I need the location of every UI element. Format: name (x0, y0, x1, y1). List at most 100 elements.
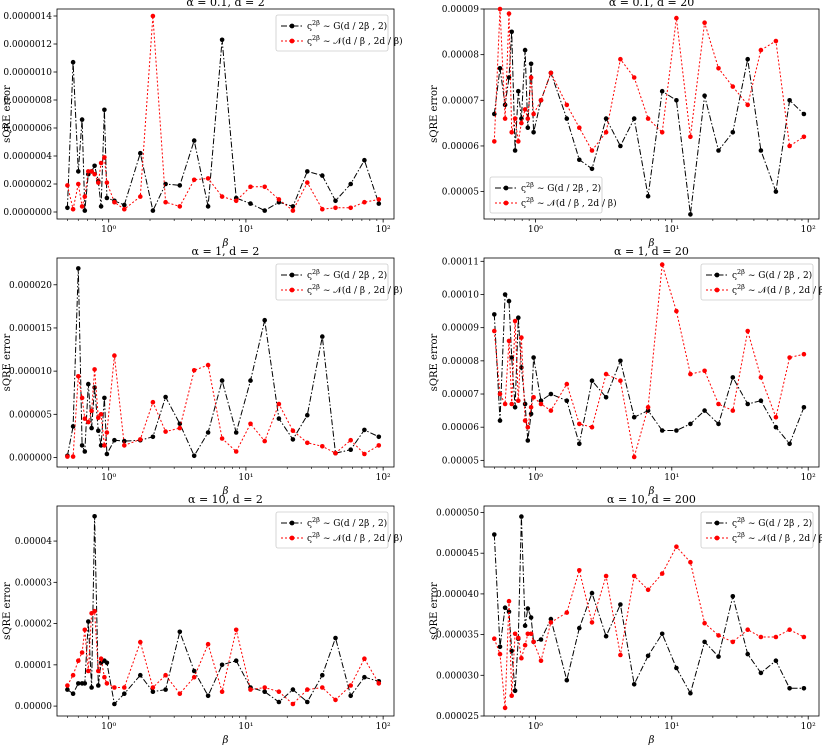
data-point-gamma (589, 166, 595, 172)
data-point-gamma (96, 428, 101, 434)
data-point-gamma (564, 116, 570, 121)
data-point-normal (98, 412, 104, 417)
data-point-gamma (98, 443, 104, 448)
plot-frame (483, 505, 820, 717)
data-point-gamma (674, 665, 679, 671)
data-point-normal (522, 418, 528, 423)
data-point-normal (502, 401, 508, 407)
data-point-normal (525, 424, 531, 430)
legend-frame (275, 263, 389, 301)
data-point-gamma (564, 677, 570, 683)
data-point-gamma (745, 651, 750, 657)
data-point-gamma (70, 59, 76, 65)
x-tick-label: 10² (801, 225, 816, 235)
data-point-gamma (320, 173, 325, 178)
data-point-normal (65, 454, 70, 459)
data-point-normal (70, 672, 76, 678)
data-point-gamma (758, 148, 764, 153)
data-point-normal (233, 627, 239, 633)
data-point-gamma (773, 658, 779, 663)
data-point-gamma (276, 699, 282, 705)
data-point-normal (589, 424, 595, 430)
data-point-normal (177, 425, 183, 431)
data-point-normal (603, 371, 609, 377)
data-point-gamma (112, 701, 117, 707)
data-point-normal (138, 639, 143, 645)
data-point-gamma (497, 66, 503, 71)
data-point-gamma (362, 674, 367, 680)
data-point-normal (305, 180, 310, 185)
data-point-gamma (618, 602, 623, 607)
data-point-gamma (525, 606, 531, 611)
data-point-normal (104, 180, 110, 185)
data-point-normal (98, 160, 104, 166)
data-point-normal (205, 362, 211, 368)
plot-frame (483, 8, 820, 220)
legend-frame (700, 263, 814, 301)
data-point-gamma (65, 205, 70, 211)
data-point-normal (509, 130, 514, 135)
data-point-normal (102, 674, 107, 680)
data-point-normal (745, 328, 750, 334)
data-point-normal (86, 419, 91, 425)
data-point-gamma (348, 693, 354, 699)
data-point-gamma (150, 434, 156, 440)
data-point-normal (589, 148, 595, 153)
series-line-gamma (67, 516, 379, 706)
x-axis-label: β (222, 238, 229, 249)
y-tick-label: 0.000000 (9, 454, 52, 464)
data-point-gamma (688, 212, 693, 217)
y-tick-label: 0.00007 (442, 96, 479, 106)
data-point-normal (631, 573, 637, 579)
y-tick-label: 0.000010 (9, 367, 52, 377)
data-point-gamma (76, 266, 81, 271)
data-point-gamma (631, 116, 637, 121)
data-point-normal (497, 651, 503, 657)
data-point-gamma (716, 421, 721, 427)
data-point-gamma (122, 691, 127, 696)
legend-label-gamma: ς2β ∼ G(d / 2β , 2) (307, 268, 387, 281)
data-point-normal (787, 355, 792, 360)
data-point-gamma (522, 623, 528, 628)
data-point-normal (492, 328, 497, 334)
data-point-normal (191, 674, 197, 680)
y-tick-label: 0.000045 (436, 549, 479, 559)
data-point-normal (191, 177, 197, 183)
data-point-gamma (509, 355, 514, 360)
data-point-gamma (502, 605, 508, 610)
data-point-normal (262, 685, 268, 690)
data-point-normal (548, 620, 554, 625)
data-point-normal (801, 351, 807, 357)
data-point-normal (773, 38, 779, 44)
y-axis-label: sQRE error (2, 333, 13, 391)
legend-label-normal: ς2β ∼ 𝒩(d / β , 2d / β) (521, 196, 617, 209)
data-point-gamma (305, 699, 310, 705)
data-point-normal (512, 631, 518, 637)
chart-panel-2: α = 0.1, d = 20 0.00005 0.00006 0.00007 0.00… (429, 0, 820, 249)
data-point-gamma (502, 102, 508, 108)
legend-marker-gamma (714, 272, 720, 278)
x-tick-label: 10⁰ (528, 473, 543, 483)
data-point-gamma (522, 401, 528, 407)
data-point-gamma (631, 414, 637, 420)
series-line-gamma (66, 39, 380, 213)
y-tick-label: 0.00008 (442, 357, 479, 367)
data-point-normal (519, 335, 524, 340)
chart-title: α = 10, d = 200 (607, 493, 696, 506)
data-point-normal (76, 658, 81, 663)
data-point-gamma (163, 394, 168, 400)
data-point-normal (745, 627, 750, 632)
data-point-gamma (122, 202, 127, 208)
data-point-normal (618, 652, 623, 658)
data-point-gamma (589, 378, 595, 384)
data-point-gamma (86, 381, 91, 387)
data-point-normal (512, 116, 518, 121)
data-point-gamma (745, 401, 750, 407)
data-point-gamma (502, 292, 508, 297)
data-point-normal (538, 401, 544, 407)
data-point-normal (577, 125, 582, 130)
y-tick-label: 0.0000004 (3, 152, 52, 162)
x-tick-label: 10¹ (238, 473, 253, 483)
data-point-gamma (82, 449, 88, 454)
